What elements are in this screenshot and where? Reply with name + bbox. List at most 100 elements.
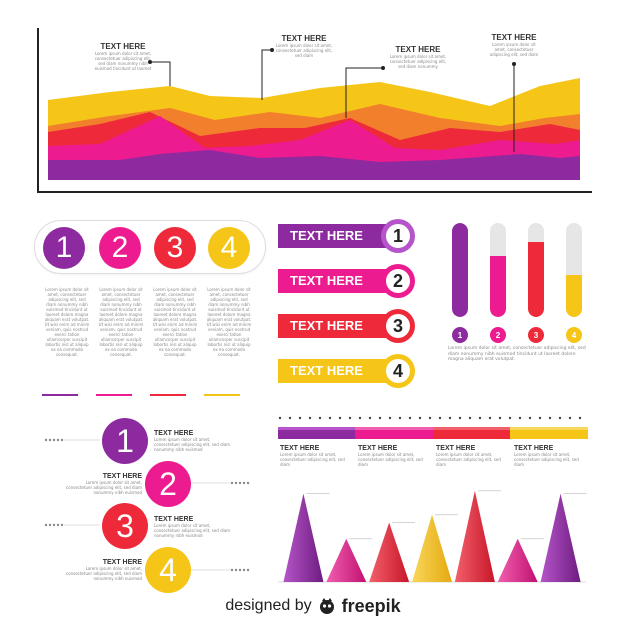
area-callout-3: TEXT HERE Lorem ipsum dolor sit amet, co…: [388, 45, 448, 69]
peaks-top-dots: [278, 416, 582, 420]
number-circle-4[interactable]: 4: [208, 227, 250, 269]
zigzag-circle-4[interactable]: 4: [145, 547, 191, 593]
callout-connectors: [150, 49, 515, 152]
peaks-chart: [278, 490, 587, 583]
vbar-fill-4: [566, 274, 582, 317]
banner-1: [278, 219, 415, 253]
peaks-header-1: TEXT HERE Lorem ipsum dolor sit amet, co…: [280, 445, 350, 467]
banner-label-1: TEXT HERE: [290, 228, 363, 243]
vbar-number-4: 4: [566, 327, 582, 343]
peaks-header-2: TEXT HERE Lorem ipsum dolor sit amet, co…: [358, 445, 428, 467]
number-circle-1[interactable]: 1: [43, 227, 85, 269]
circle-caption-1: Lorem ipsum dolor sit amet, consectetuer…: [44, 287, 90, 357]
peaks-header-body: Lorem ipsum dolor sit amet, consectetuer…: [514, 452, 579, 467]
zigzag-circle-1[interactable]: 1: [102, 418, 148, 464]
circle-caption-2: Lorem ipsum dolor sit amet, consectetuer…: [98, 287, 144, 357]
peaks-header-bar-4: [510, 427, 588, 439]
circle-caption-4: Lorem ipsum dolor sit amet, consectetuer…: [206, 287, 252, 357]
zigzag-dots: [44, 438, 250, 572]
circle-number: 3: [116, 507, 134, 544]
circle-caption-3: Lorem ipsum dolor sit amet, consectetuer…: [152, 287, 198, 357]
vbar-number-2: 2: [490, 327, 506, 343]
banner-label-4: TEXT HERE: [290, 363, 363, 378]
color-divider-3: [150, 394, 186, 396]
area-purple: [48, 150, 580, 180]
banner-2: [278, 264, 415, 298]
zigzag-body: Lorem ipsum dolor sit amet, consectetuer…: [154, 437, 231, 452]
banner-label-2: TEXT HERE: [290, 273, 363, 288]
number-circle-3[interactable]: 3: [154, 227, 196, 269]
area-callout-4: TEXT HERE Lorem ipsum dolor sit amet, co…: [486, 33, 542, 57]
peak-4: [412, 514, 452, 582]
vbar-fill-2: [490, 255, 506, 317]
vbar-track-3: [528, 223, 544, 317]
peak-2: [326, 538, 367, 582]
freepik-logo-icon: [318, 597, 336, 615]
peaks-header-body: Lorem ipsum dolor sit amet, consectetuer…: [358, 452, 423, 467]
peaks-header-4: TEXT HERE Lorem ipsum dolor sit amet, co…: [514, 445, 584, 467]
peaks-header-body: Lorem ipsum dolor sit amet, consectetuer…: [280, 452, 345, 467]
zigzag-text-1: TEXT HERE Lorem ipsum dolor sit amet, co…: [154, 430, 234, 452]
footer: designed by freepik: [0, 594, 626, 618]
circle-number: 1: [55, 231, 73, 264]
circle-number: 3: [166, 231, 184, 264]
banner-list: [278, 219, 415, 388]
circle-number: 1: [116, 422, 134, 459]
peak-6: [497, 538, 538, 582]
vbar-track-2: [490, 223, 506, 317]
peaks-header-title: TEXT HERE: [514, 445, 554, 452]
zigzag-text-3: TEXT HERE Lorem ipsum dolor sit amet, co…: [154, 516, 234, 538]
color-divider-2: [96, 394, 132, 396]
peaks-header-bar-2: [355, 427, 433, 439]
callout-body: Lorem ipsum dolor sit amet, consectetuer…: [94, 51, 152, 71]
vbar-track-1: [452, 223, 468, 317]
brand-name: freepik: [341, 595, 401, 616]
zigzag-circle-2[interactable]: 2: [145, 461, 191, 507]
callout-title: TEXT HERE: [395, 45, 441, 54]
vbar-fill-1: [452, 223, 468, 317]
peaks-header-body: Lorem ipsum dolor sit amet, consectetuer…: [436, 452, 501, 467]
zigzag-title: TEXT HERE: [102, 559, 142, 566]
banner-label-3: TEXT HERE: [290, 318, 363, 333]
vbar-caption-left: Lorem ipsum dolor sit amet, consectetuer…: [448, 346, 586, 362]
callout-body: Lorem ipsum dolor sit amet, consectetuer…: [389, 54, 447, 69]
zigzag-body: Lorem ipsum dolor sit amet, consectetuer…: [65, 566, 142, 581]
callout-title: TEXT HERE: [281, 34, 327, 43]
vbar-fill-3: [528, 241, 544, 317]
zigzag-text-4: TEXT HERE Lorem ipsum dolor sit amet, co…: [62, 559, 142, 581]
peaks-header-title: TEXT HERE: [280, 445, 320, 452]
color-divider-1: [42, 394, 78, 396]
vbar-number-3: 3: [528, 327, 544, 343]
vbar-number-1: 1: [452, 327, 468, 343]
callout-body: Lorem ipsum dolor sit amet, consectetuer…: [489, 42, 539, 57]
zigzag-body: Lorem ipsum dolor sit amet, consectetuer…: [154, 523, 231, 538]
zigzag-circle-3[interactable]: 3: [102, 503, 148, 549]
zigzag-title: TEXT HERE: [102, 473, 142, 480]
number-circle-2[interactable]: 2: [99, 227, 141, 269]
peak-5: [454, 490, 495, 582]
zigzag-title: TEXT HERE: [154, 516, 194, 523]
area-chart: [37, 28, 592, 193]
banner-3: [278, 309, 415, 343]
banner-number-3: 3: [392, 316, 403, 336]
zigzag-text-2: TEXT HERE Lorem ipsum dolor sit amet, co…: [62, 473, 142, 495]
circle-number: 2: [159, 465, 177, 502]
circle-number: 4: [159, 551, 177, 588]
circle-number: 4: [220, 231, 238, 264]
peaks-header-bar-3: [433, 427, 510, 439]
banner-4: [278, 354, 415, 388]
callout-title: TEXT HERE: [491, 33, 537, 42]
area-callout-1: TEXT HERE Lorem ipsum dolor sit amet, co…: [92, 42, 154, 71]
vbar-track-4: [566, 223, 582, 317]
callout-body: Lorem ipsum dolor sit amet, consectetuer…: [275, 43, 333, 58]
peak-1: [283, 493, 324, 582]
callout-title: TEXT HERE: [100, 42, 146, 51]
peaks-header-title: TEXT HERE: [436, 445, 476, 452]
peaks-header-title: TEXT HERE: [358, 445, 398, 452]
area-callout-2: TEXT HERE Lorem ipsum dolor sit amet, co…: [274, 34, 334, 58]
zigzag-body: Lorem ipsum dolor sit amet, consectetuer…: [65, 480, 142, 495]
peak-7: [540, 493, 581, 582]
peaks-header-bar-1: [278, 427, 355, 439]
banner-number-1: 1: [392, 226, 403, 246]
peak-3: [369, 522, 410, 582]
